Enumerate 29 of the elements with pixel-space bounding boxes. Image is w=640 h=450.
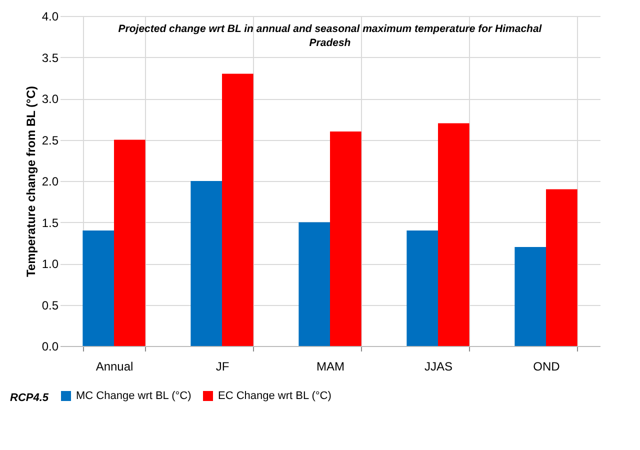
text: Projected change wrt BL in annual and seasonal maximum temperature for Himachal Pradesh xyxy=(118,23,543,49)
bar xyxy=(82,230,114,346)
x-tick-label: OND xyxy=(533,360,560,374)
bar xyxy=(298,222,330,346)
bar xyxy=(330,132,362,346)
y-tick-label: 2.0 xyxy=(42,174,59,188)
bar xyxy=(222,74,254,346)
y-tick-label: 0.5 xyxy=(42,298,59,312)
y-tick-label: 0.0 xyxy=(42,340,59,354)
text: RCP4.5 xyxy=(10,392,50,404)
bar xyxy=(114,140,146,346)
bar xyxy=(546,189,578,346)
legend-label: EC Change wrt BL (°C) xyxy=(218,390,332,402)
x-tick-label: JF xyxy=(216,360,230,374)
bar xyxy=(406,230,438,346)
y-tick-label: 2.5 xyxy=(42,133,59,148)
y-tick-label: 3.5 xyxy=(42,50,59,65)
y-axis-title: Temperature change from BL (°C) xyxy=(24,86,38,278)
y-tick-label: 1.0 xyxy=(42,257,59,271)
legend-label: MC Change wrt BL (°C) xyxy=(76,390,192,402)
y-tick-label: 1.5 xyxy=(42,216,59,230)
x-tick-label: MAM xyxy=(316,360,344,374)
bar xyxy=(514,247,546,346)
x-tick-label: Annual xyxy=(96,360,134,374)
bar xyxy=(190,181,222,346)
bar xyxy=(438,123,470,346)
y-tick-label: 3.0 xyxy=(42,92,59,106)
y-tick-label: 4.0 xyxy=(42,10,59,24)
x-tick-label: JJAS xyxy=(424,360,453,374)
